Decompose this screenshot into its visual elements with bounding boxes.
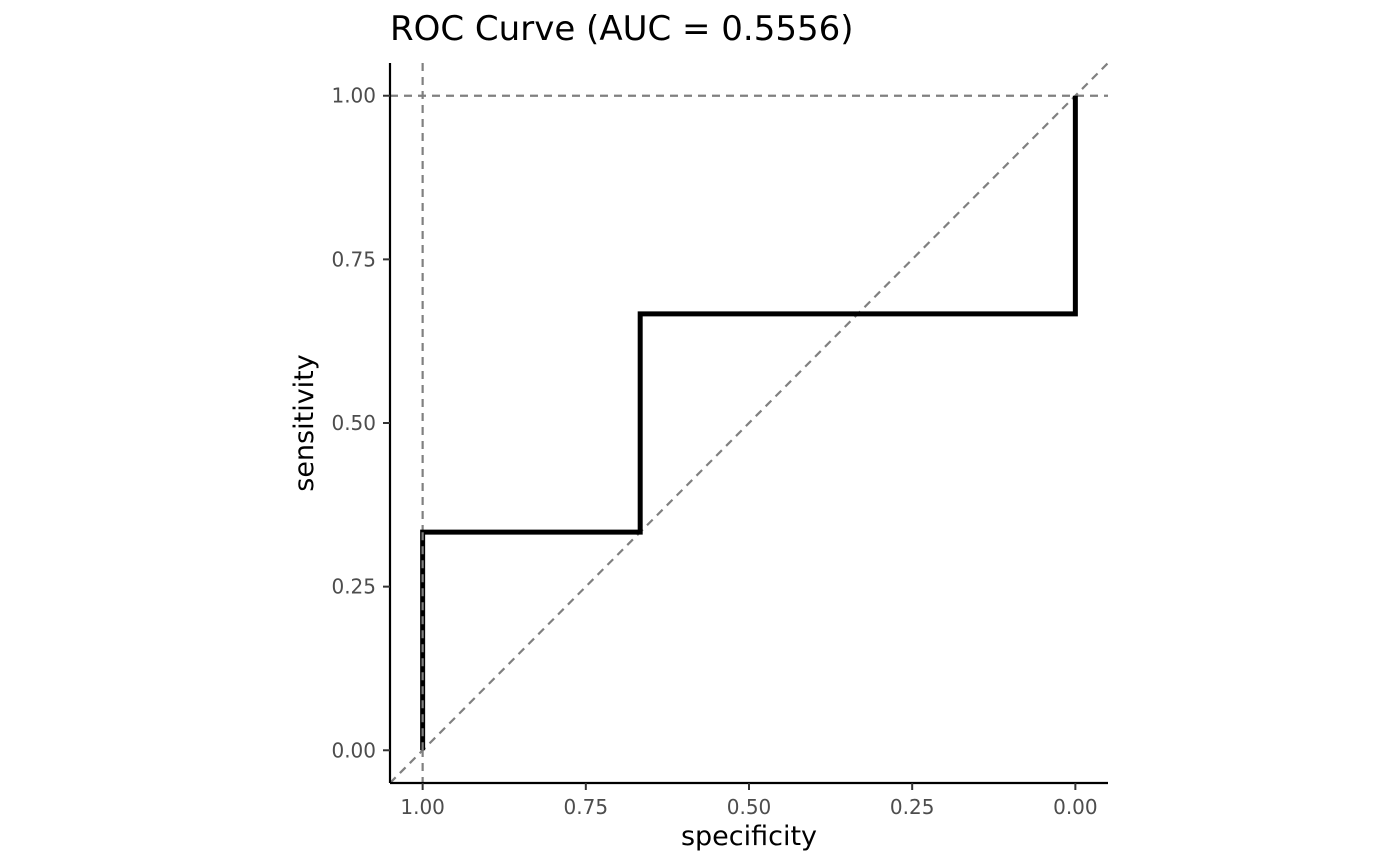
- y-tick-label: 0.00: [331, 738, 376, 762]
- y-tick-label: 1.00: [331, 84, 376, 108]
- roc-curve-layer: [420, 95, 1078, 751]
- diagonal-reference-line: [389, 62, 1109, 784]
- y-tick-label: 0.25: [331, 575, 376, 599]
- ticks: 1.00 0.75 0.50 0.25 0.00 0.00 0.25 0.50 0.75 1.00: [331, 84, 1097, 819]
- x-axis-title: specificity: [681, 821, 817, 852]
- reference-lines: [389, 62, 1109, 784]
- x-tick-label: 0.75: [564, 795, 609, 819]
- chart-title: ROC Curve (AUC = 0.5556): [390, 9, 854, 49]
- x-tick-label: 1.00: [400, 795, 445, 819]
- x-tick-label: 0.25: [890, 795, 935, 819]
- y-axis-title: sensitivity: [289, 354, 320, 492]
- roc-curve-line: [420, 95, 1078, 751]
- y-tick-label: 0.75: [331, 247, 376, 271]
- x-tick-label: 0.00: [1053, 795, 1098, 819]
- x-tick-label: 0.50: [727, 795, 772, 819]
- y-tick-label: 0.50: [331, 411, 376, 435]
